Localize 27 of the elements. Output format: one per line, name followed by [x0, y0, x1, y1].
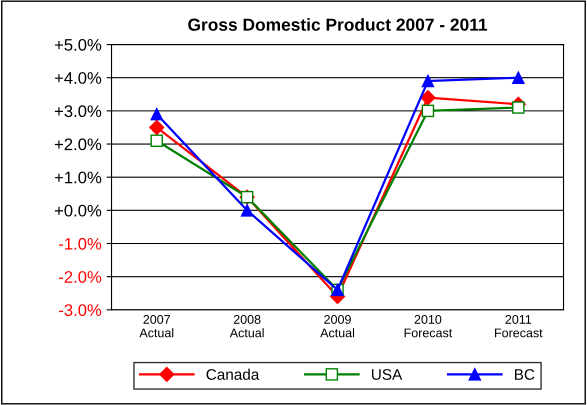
y-tick-label: +0.0%	[54, 204, 102, 217]
y-tick-label: -3.0%	[59, 304, 102, 316]
legend-label: BC	[515, 369, 534, 380]
x-tick-label: 2009 Actual	[320, 315, 354, 338]
y-tick-label: +5.0%	[54, 38, 102, 51]
chart-title: Gross Domestic Product 2007 - 2011	[188, 18, 488, 31]
point	[150, 134, 163, 147]
point	[240, 204, 254, 217]
point	[149, 120, 164, 136]
point	[422, 104, 434, 118]
legend-label: USA	[372, 369, 402, 380]
x-tick-label: 2007 Actual	[139, 315, 174, 338]
point	[512, 71, 525, 84]
y-tick-label: +3.0%	[54, 105, 102, 118]
x-tick-label: 2010 Forecast	[404, 315, 452, 338]
point	[420, 90, 436, 106]
y-tick-label: +2.0%	[54, 138, 102, 150]
legend-label: Canada	[206, 368, 260, 380]
x-tick-label: 2008 Actual	[230, 315, 264, 338]
y-tick-label: -1.0%	[59, 238, 102, 250]
y-tick-label: -2.0%	[59, 271, 102, 283]
point	[150, 108, 163, 120]
y-tick-label: +4.0%	[54, 72, 102, 84]
x-tick-label: 2011 Forecast	[495, 315, 543, 338]
y-tick-label: +1.0%	[54, 172, 102, 184]
point	[422, 74, 434, 88]
point	[512, 101, 525, 114]
